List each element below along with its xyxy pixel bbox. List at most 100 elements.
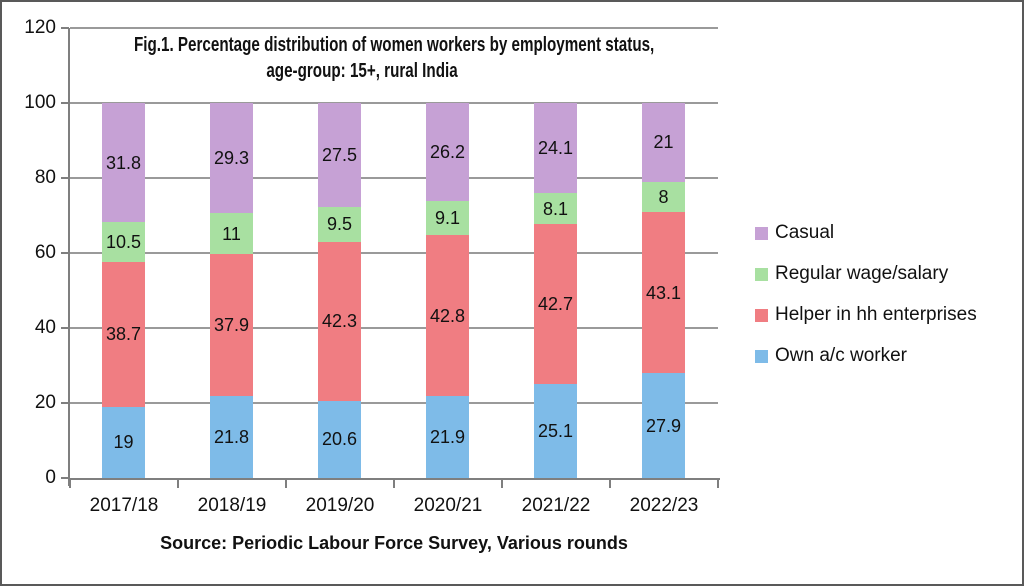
bar-value-label: 29.3 <box>213 147 250 168</box>
gridline-80 <box>70 177 718 179</box>
bar-segment-casual: 29.3 <box>210 103 253 213</box>
category-slot: 21.9 42.8 9.1 26.2 <box>394 28 502 478</box>
bar-segment-own-a-c-worker: 20.6 <box>318 400 361 478</box>
bar-value-label: 8 <box>658 186 669 207</box>
gridline-100 <box>70 102 718 104</box>
x-axis-tick <box>501 480 503 488</box>
category-slot: 25.1 42.7 8.1 24.1 <box>502 28 610 478</box>
x-axis-category-label: 2017/18 <box>89 495 159 516</box>
stacked-bar-2021-22: 25.1 42.7 8.1 24.1 <box>534 103 577 478</box>
bar-value-label: 42.3 <box>321 311 358 332</box>
x-axis-tick <box>285 480 287 488</box>
x-axis-category-label: 2022/23 <box>629 495 699 516</box>
bar-value-label: 10.5 <box>105 231 142 252</box>
x-axis-line <box>68 478 720 480</box>
bar-value-label: 21 <box>653 132 674 153</box>
bar-value-label: 8.1 <box>542 198 569 219</box>
bar-segment-own-a-c-worker: 27.9 <box>642 373 685 478</box>
legend-item-regular-wage-salary: Regular wage/salary <box>755 263 977 284</box>
y-axis-tick <box>61 27 69 29</box>
source-note: Source: Periodic Labour Force Survey, Va… <box>160 533 628 553</box>
bar-segment-regular-wage-salary: 9.5 <box>318 206 361 243</box>
y-axis-tick <box>61 477 69 479</box>
bar-segment-own-a-c-worker: 19 <box>102 406 145 478</box>
y-axis-tick <box>61 327 69 329</box>
y-axis-tick-label: 60 <box>34 242 56 263</box>
legend-swatch <box>755 267 768 281</box>
bar-segment-own-a-c-worker: 21.9 <box>426 395 469 478</box>
chart-title-line-2: age-group: 15+, rural India <box>266 60 458 82</box>
bar-value-label: 27.9 <box>645 415 682 436</box>
legend-item-casual: Casual <box>755 222 977 243</box>
legend-item-label: Own a/c worker <box>775 345 907 366</box>
x-axis-tick <box>609 480 611 488</box>
legend-item-helper-in-hh-enterprises: Helper in hh enterprises <box>755 304 977 325</box>
bar-value-label: 38.7 <box>105 324 142 345</box>
bar-segment-casual: 27.5 <box>318 103 361 207</box>
x-axis-tick <box>69 480 71 488</box>
plot-area: 19 38.7 10.5 31.8 21.8 37.9 11 29.3 20.6 42.3 9.5 2… <box>61 27 720 488</box>
stacked-bar-2020-21: 21.9 42.8 9.1 26.2 <box>426 103 469 478</box>
x-axis-category-label: 2021/22 <box>521 495 591 516</box>
gridline-40 <box>70 327 718 329</box>
y-axis-tick-label: 80 <box>34 167 56 188</box>
x-axis-category-label: 2019/20 <box>305 495 375 516</box>
bar-value-label: 25.1 <box>537 420 574 441</box>
legend-item-own-a-c-worker: Own a/c worker <box>755 345 977 366</box>
bar-segment-regular-wage-salary: 8 <box>642 181 685 212</box>
category-slot: 21.8 37.9 11 29.3 <box>178 28 286 478</box>
bar-value-label: 27.5 <box>321 144 358 165</box>
stacked-bar-2017-18: 19 38.7 10.5 31.8 <box>102 103 145 478</box>
bar-value-label: 21.9 <box>429 426 466 447</box>
y-axis-tick-label: 20 <box>34 392 56 413</box>
bar-segment-helper-in-hh-enterprises: 42.3 <box>318 242 361 401</box>
x-axis-tick <box>393 480 395 488</box>
bar-value-label: 26.2 <box>429 142 466 163</box>
y-axis-tick-label: 120 <box>24 17 56 38</box>
gridline-120 <box>70 27 718 29</box>
bar-segment-helper-in-hh-enterprises: 42.7 <box>534 223 577 384</box>
bar-segment-helper-in-hh-enterprises: 37.9 <box>210 254 253 397</box>
chart-title: Fig.1. Percentage distribution of women … <box>134 32 655 84</box>
bar-segment-helper-in-hh-enterprises: 43.1 <box>642 211 685 374</box>
y-axis-tick-label: 100 <box>24 92 56 113</box>
bar-segment-casual: 31.8 <box>102 103 145 223</box>
legend-item-label: Regular wage/salary <box>775 263 949 284</box>
y-axis-tick <box>61 252 69 254</box>
legend-swatch <box>755 226 768 240</box>
bar-value-label: 19 <box>113 432 134 453</box>
legend: Casual Regular wage/salary Helper in hh en… <box>755 222 977 366</box>
bar-value-label: 37.9 <box>213 315 250 336</box>
bar-value-label: 11 <box>222 223 241 244</box>
bar-segment-helper-in-hh-enterprises: 42.8 <box>426 235 469 396</box>
bar-value-label: 9.1 <box>434 208 461 229</box>
bar-segment-casual: 24.1 <box>534 103 577 194</box>
y-axis-tick-label: 0 <box>45 467 56 488</box>
bar-segment-helper-in-hh-enterprises: 38.7 <box>102 261 145 407</box>
bar-segment-own-a-c-worker: 25.1 <box>534 383 577 478</box>
bar-value-label: 42.8 <box>429 305 466 326</box>
x-axis-tick <box>177 480 179 488</box>
x-axis-category-label: 2020/21 <box>413 495 483 516</box>
bar-segment-casual: 21 <box>642 103 685 182</box>
category-slot: 19 38.7 10.5 31.8 <box>70 28 178 478</box>
bar-segment-regular-wage-salary: 8.1 <box>534 193 577 224</box>
bar-value-label: 42.7 <box>537 293 574 314</box>
chart-title-line-1: Fig.1. Percentage distribution of women … <box>134 34 655 56</box>
y-axis-tick <box>61 102 69 104</box>
bar-segment-regular-wage-salary: 10.5 <box>102 222 145 262</box>
category-slot: 27.9 43.1 8 21 <box>610 28 718 478</box>
category-slot: 20.6 42.3 9.5 27.5 <box>286 28 394 478</box>
bar-value-label: 43.1 <box>645 282 682 303</box>
bar-segment-regular-wage-salary: 11 <box>210 212 253 255</box>
bar-segment-regular-wage-salary: 9.1 <box>426 201 469 236</box>
bar-value-label: 20.6 <box>321 429 358 450</box>
legend-item-label: Casual <box>775 222 835 243</box>
stacked-bar-2018-19: 21.8 37.9 11 29.3 <box>210 103 253 478</box>
legend-item-label: Helper in hh enterprises <box>775 304 977 325</box>
legend-swatch <box>755 349 768 363</box>
stacked-bar-2019-20: 20.6 42.3 9.5 27.5 <box>318 103 361 478</box>
stacked-bar-2022-23: 27.9 43.1 8 21 <box>642 103 685 478</box>
bar-value-label: 31.8 <box>105 152 142 173</box>
